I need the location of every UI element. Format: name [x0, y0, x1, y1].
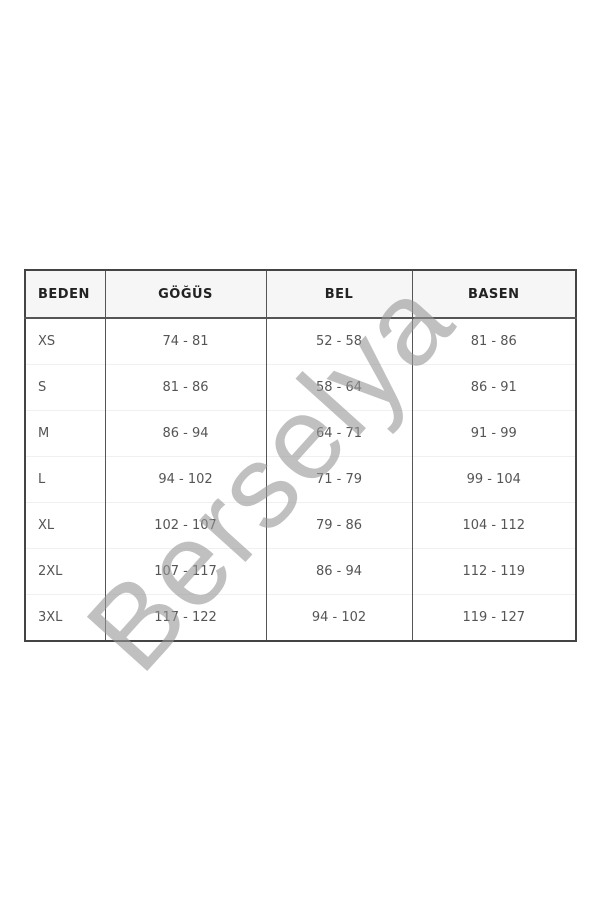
cell-basen: 119 - 127: [411, 594, 576, 641]
cell-bel: 64 - 71: [265, 410, 412, 457]
header-basen: BASEN: [411, 270, 576, 319]
cell-basen: 81 - 86: [411, 317, 576, 365]
cell-size: 3XL: [25, 594, 105, 641]
cell-bel: 52 - 58: [265, 317, 412, 365]
table-row: 3XL 117 - 122 94 - 102 119 - 127: [25, 594, 576, 641]
table-row: 2XL 107 - 117 86 - 94 112 - 119: [25, 548, 576, 595]
cell-bel: 71 - 79: [265, 456, 412, 503]
cell-basen: 86 - 91: [411, 364, 576, 411]
cell-basen: 91 - 99: [411, 410, 576, 457]
table-row: L 94 - 102 71 - 79 99 - 104: [25, 456, 576, 503]
cell-basen: 104 - 112: [411, 502, 576, 549]
header-row: BEDEN GÖĞÜS BEL BASEN: [25, 270, 576, 319]
cell-gogus: 107 - 117: [104, 548, 266, 595]
cell-gogus: 74 - 81: [104, 317, 266, 365]
size-chart-table: BEDEN GÖĞÜS BEL BASEN XS 74 - 81 52 - 58 81…: [24, 269, 577, 642]
table-row: XL 102 - 107 79 - 86 104 - 112: [25, 502, 576, 549]
table-row: M 86 - 94 64 - 71 91 - 99: [25, 410, 576, 457]
cell-basen: 112 - 119: [411, 548, 576, 595]
cell-bel: 86 - 94: [265, 548, 412, 595]
header-gogus: GÖĞÜS: [104, 270, 266, 319]
cell-size: S: [25, 364, 105, 411]
cell-bel: 58 - 64: [265, 364, 412, 411]
cell-gogus: 94 - 102: [104, 456, 266, 503]
cell-gogus: 102 - 107: [104, 502, 266, 549]
table-row: XS 74 - 81 52 - 58 81 - 86: [25, 317, 576, 365]
cell-gogus: 86 - 94: [104, 410, 266, 457]
header-beden: BEDEN: [25, 270, 105, 319]
header-bel: BEL: [265, 270, 412, 319]
cell-bel: 94 - 102: [265, 594, 412, 641]
table-row: S 81 - 86 58 - 64 86 - 91: [25, 364, 576, 411]
cell-gogus: 81 - 86: [104, 364, 266, 411]
cell-gogus: 117 - 122: [104, 594, 266, 641]
cell-size: M: [25, 410, 105, 457]
cell-size: 2XL: [25, 548, 105, 595]
cell-size: XS: [25, 317, 105, 365]
cell-bel: 79 - 86: [265, 502, 412, 549]
cell-basen: 99 - 104: [411, 456, 576, 503]
cell-size: L: [25, 456, 105, 503]
cell-size: XL: [25, 502, 105, 549]
